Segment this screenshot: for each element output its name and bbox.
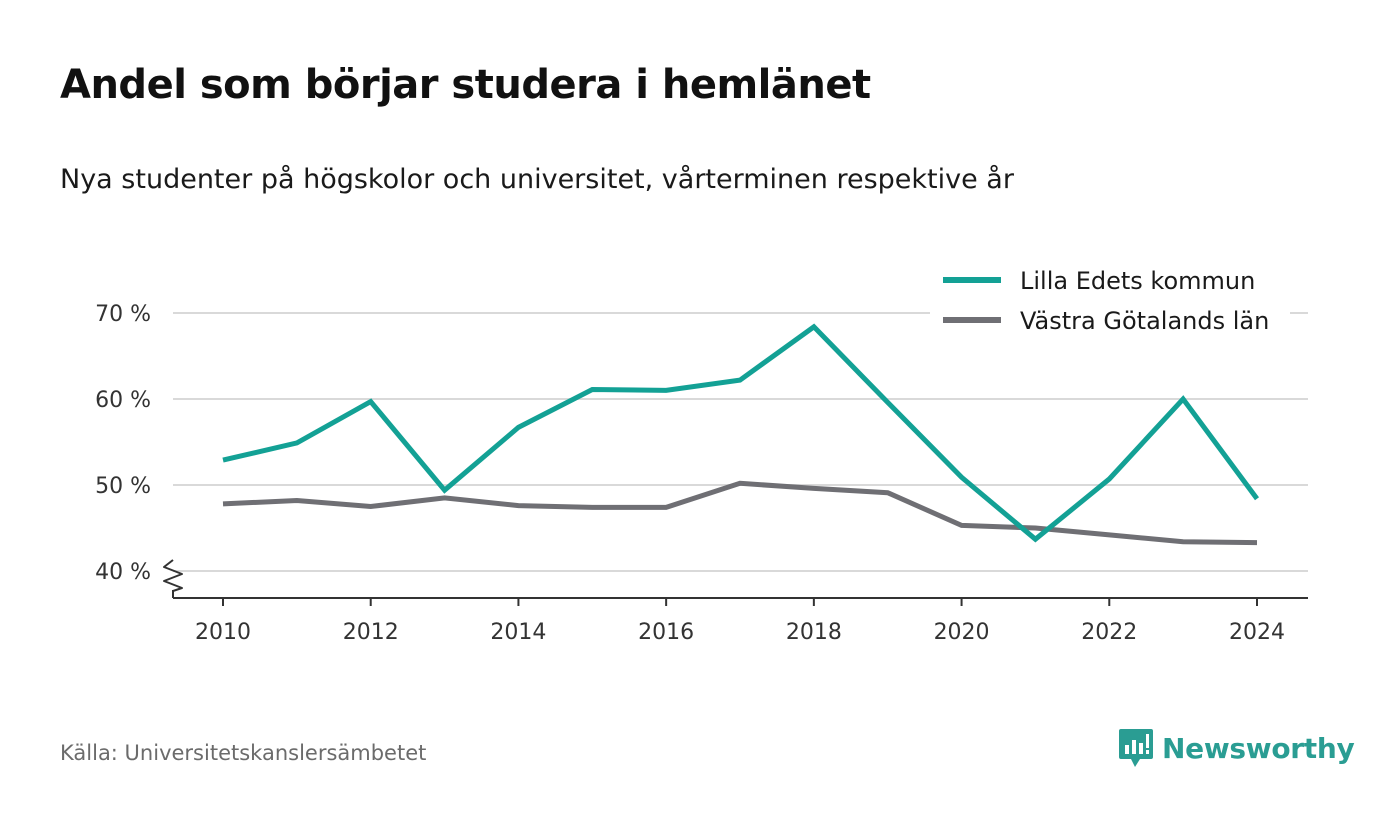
- source-note: Källa: Universitetskanslersämbetet: [60, 741, 427, 765]
- y-tick-label: 50 %: [95, 474, 151, 499]
- x-tick-label: 2014: [490, 620, 546, 645]
- chart-title: Andel som börjar studera i hemlänet: [60, 62, 871, 108]
- y-tick-label: 70 %: [95, 302, 151, 327]
- x-axis: 2010 2012 2014 2016 2018 2020 2022 2024: [163, 559, 1308, 645]
- newsworthy-logo-icon: [1119, 729, 1153, 767]
- legend-label: Västra Götalands län: [1020, 307, 1269, 335]
- x-tick-label: 2010: [195, 620, 251, 645]
- axis-break-icon: [163, 559, 183, 592]
- series-line: [222, 480, 1258, 546]
- x-tick-label: 2020: [934, 620, 990, 645]
- series-line: [222, 323, 1260, 543]
- y-tick-label: 60 %: [95, 388, 151, 413]
- x-tick-label: 2024: [1229, 620, 1285, 645]
- legend-background: [930, 255, 1290, 345]
- gridlines: [173, 312, 1308, 572]
- chart-subtitle: Nya studenter på högskolor och universit…: [60, 164, 1014, 195]
- legend-label: Lilla Edets kommun: [1020, 267, 1255, 295]
- x-tick-label: 2016: [638, 620, 694, 645]
- legend: Lilla Edets kommun Västra Götalands län: [930, 255, 1290, 345]
- y-tick-label: 40 %: [95, 560, 151, 585]
- brand-logo: Newsworthy: [1118, 727, 1355, 769]
- x-tick-label: 2012: [343, 620, 399, 645]
- series-lines: [222, 323, 1260, 546]
- x-tick-label: 2018: [786, 620, 842, 645]
- x-tick-label: 2022: [1081, 620, 1137, 645]
- brand-name: Newsworthy: [1162, 731, 1355, 765]
- y-axis-tick-labels: 40 % 50 % 60 % 70 %: [95, 302, 151, 585]
